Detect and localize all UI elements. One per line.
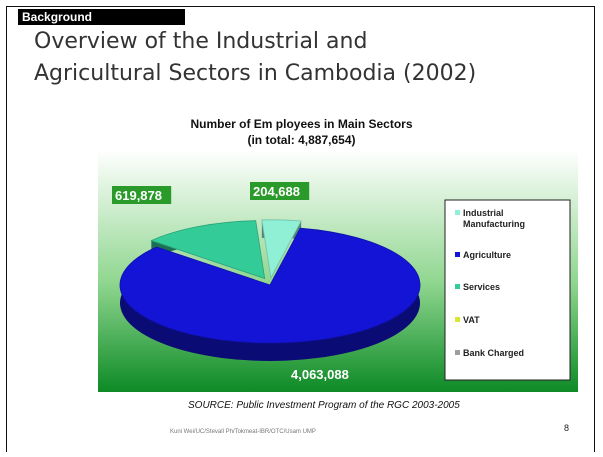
legend-label: Bank Charged (463, 348, 524, 358)
legend-swatch (455, 210, 460, 215)
data-label: 4,063,088 (291, 367, 349, 382)
legend-label: VAT (463, 315, 480, 325)
legend-label: Industrial (463, 208, 504, 218)
source-note: SOURCE: Public Investment Program of the… (188, 400, 460, 411)
legend-box (444, 199, 571, 381)
legend-label: Services (463, 282, 500, 292)
chart-subtitle: (in total: 4,887,654) (247, 133, 356, 147)
page-number: 8 (564, 423, 570, 433)
legend-swatch (455, 317, 460, 322)
legend-label: Manufacturing (463, 219, 525, 229)
slide-title-line2: Agricultural Sectors in Cambodia (2002) (34, 61, 477, 86)
legend-swatch (455, 284, 460, 289)
slide-title-line1: Overview of the Industrial and (34, 29, 368, 54)
legend-swatch (455, 350, 460, 355)
pie-slice-industrial-manufacturing (261, 219, 302, 280)
section-tag: Background (18, 9, 185, 25)
data-label-box (250, 182, 310, 200)
legend-swatch (455, 252, 460, 257)
chart-title: Number of Em ployees in Main Sectors (190, 117, 413, 131)
legend-label: Agriculture (463, 250, 511, 260)
data-label: 204,688 (253, 184, 300, 199)
data-label: 619,878 (115, 188, 162, 203)
footer-text: Kuni Wei/UC/Stevall Ph/Tokmeat-IBR/OTC/U… (170, 429, 316, 435)
pie-slice-agriculture (119, 227, 421, 344)
data-label-box (112, 186, 172, 204)
pie-slice-services (150, 220, 266, 280)
